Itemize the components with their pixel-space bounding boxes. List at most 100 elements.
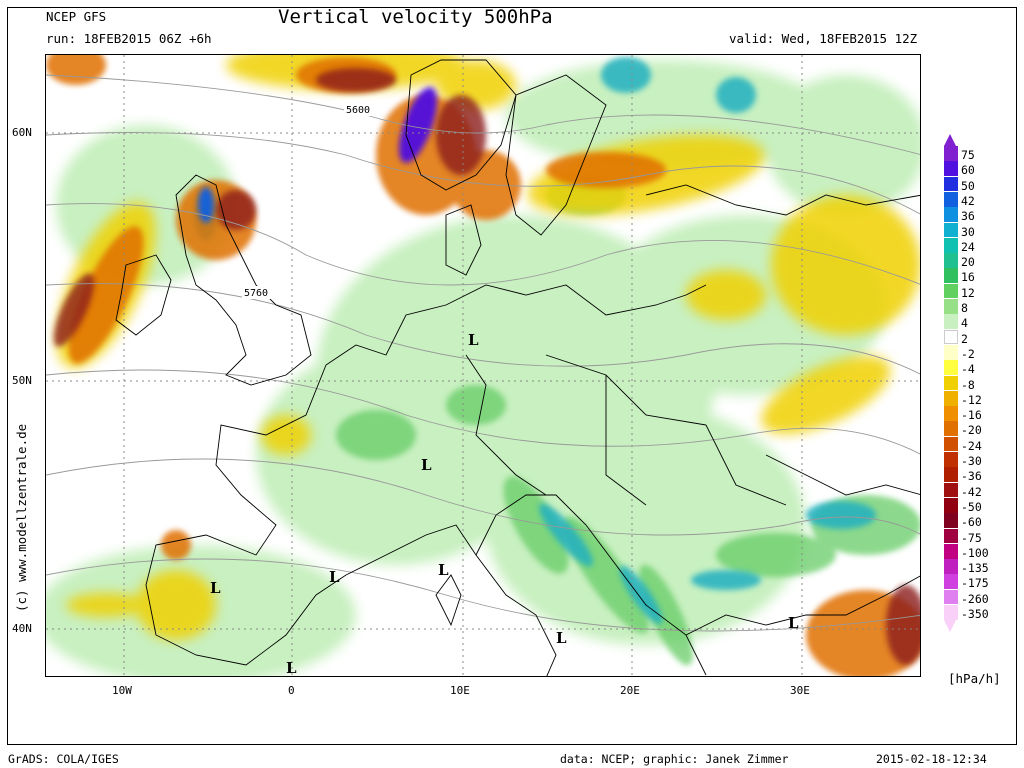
contour-label-5760: 5760 <box>244 288 268 299</box>
legend-swatch <box>944 237 958 253</box>
lon-label-10w: 10W <box>112 684 132 697</box>
forecast-map: 5600 5760 L L L L L L L L <box>45 54 921 677</box>
legend-arrow-up-icon <box>944 134 956 146</box>
legend-level: -24 <box>944 436 1014 453</box>
legend-swatch <box>944 589 958 605</box>
legend-level: 2 <box>944 329 1014 346</box>
legend-label: -42 <box>961 484 982 499</box>
height-contours <box>46 74 920 632</box>
legend-swatch <box>944 452 958 467</box>
legend-label: -24 <box>961 438 982 453</box>
legend-swatch <box>944 253 958 268</box>
lat-label-40n: 40N <box>12 622 32 635</box>
legend-label: 30 <box>961 224 975 239</box>
legend-swatch <box>944 375 958 391</box>
legend-swatch <box>944 436 958 452</box>
legend-level: 36 <box>944 207 1014 224</box>
legend-label: 75 <box>961 148 975 162</box>
lon-label-10e: 10E <box>450 684 470 697</box>
legend-level: -30 <box>944 452 1014 467</box>
run-info: run: 18FEB2015 06Z +6h <box>46 31 212 46</box>
descent-field-teal <box>194 57 876 625</box>
legend-level: -135 <box>944 559 1014 576</box>
legend-level: 42 <box>944 191 1014 207</box>
legend-swatch <box>944 421 958 437</box>
legend-level: 16 <box>944 268 1014 285</box>
legend-swatch <box>944 543 958 559</box>
legend-swatch <box>944 482 958 498</box>
legend-swatch <box>944 528 958 544</box>
legend-label: 4 <box>961 316 968 331</box>
descent-field-extreme <box>198 87 437 223</box>
legend-label: -20 <box>961 423 982 438</box>
lon-label-0: 0 <box>288 684 295 697</box>
ascent-field-strong <box>53 68 920 665</box>
legend-level: 4 <box>944 314 1014 331</box>
legend-swatch <box>944 497 958 513</box>
legend-label: -350 <box>961 607 989 621</box>
low-marker: L <box>286 659 297 677</box>
legend-label: 36 <box>961 209 975 224</box>
legend-label: -100 <box>961 545 989 560</box>
lat-label-60n: 60N <box>12 126 32 139</box>
data-credit: data: NCEP; graphic: Janek Zimmer <box>560 752 789 766</box>
legend-swatch <box>944 283 958 299</box>
low-marker: L <box>421 456 432 474</box>
low-marker: L <box>468 331 479 349</box>
legend-swatch <box>944 513 958 528</box>
legend-swatch <box>944 161 958 177</box>
legend-swatch <box>944 329 958 345</box>
legend-level: -42 <box>944 482 1014 499</box>
timestamp: 2015-02-18-12:34 <box>876 752 987 766</box>
low-marker: L <box>210 579 221 597</box>
legend-label: -2 <box>961 346 975 361</box>
legend-label: 2 <box>961 331 968 346</box>
legend-swatch <box>944 574 958 590</box>
legend-level: -60 <box>944 513 1014 528</box>
legend-label: -135 <box>961 561 989 576</box>
contour-label-5600: 5600 <box>346 105 370 116</box>
legend-swatch <box>944 176 958 192</box>
legend-swatch <box>944 222 958 238</box>
legend-swatch <box>944 467 958 483</box>
legend-unit: [hPa/h] <box>948 671 1001 686</box>
legend-level: -16 <box>944 406 1014 423</box>
lon-label-20e: 20E <box>620 684 640 697</box>
legend-level: -50 <box>944 497 1014 513</box>
legend-label: -16 <box>961 408 982 423</box>
legend-label: 8 <box>961 301 968 315</box>
legend-swatch <box>944 299 958 314</box>
legend-level: 30 <box>944 222 1014 239</box>
legend-swatch <box>944 344 958 360</box>
legend-label: 24 <box>961 239 975 254</box>
legend-label: 16 <box>961 270 975 285</box>
legend-label: -12 <box>961 392 982 407</box>
legend-label: 12 <box>961 285 975 300</box>
legend-level: -36 <box>944 467 1014 483</box>
valid-time: valid: Wed, 18FEB2015 12Z <box>729 31 918 46</box>
legend-swatch <box>944 605 958 620</box>
legend-level: 24 <box>944 237 1014 254</box>
legend-level: 50 <box>944 176 1014 192</box>
legend-swatch <box>944 146 958 161</box>
credit-text: (c) www.modellzentrale.de <box>14 423 29 612</box>
legend-swatch <box>944 268 958 284</box>
legend-level: 8 <box>944 299 1014 315</box>
legend-level: 12 <box>944 283 1014 300</box>
legend-swatch <box>944 406 958 421</box>
low-marker: L <box>329 568 340 586</box>
outer-frame <box>7 7 1017 745</box>
legend-level: 60 <box>944 161 1014 177</box>
legend-level: -350 <box>944 605 1014 621</box>
legend-level: -20 <box>944 421 1014 438</box>
low-marker: L <box>788 614 799 632</box>
legend-label: -175 <box>961 576 989 591</box>
legend-level: -2 <box>944 344 1014 361</box>
lat-label-50n: 50N <box>12 374 32 387</box>
software-credit: GrADS: COLA/IGES <box>8 752 119 766</box>
legend-label: -75 <box>961 530 982 545</box>
legend-level: -260 <box>944 589 1014 606</box>
legend-level: -100 <box>944 543 1014 560</box>
legend-label: -260 <box>961 591 989 606</box>
legend-level: -4 <box>944 360 1014 375</box>
